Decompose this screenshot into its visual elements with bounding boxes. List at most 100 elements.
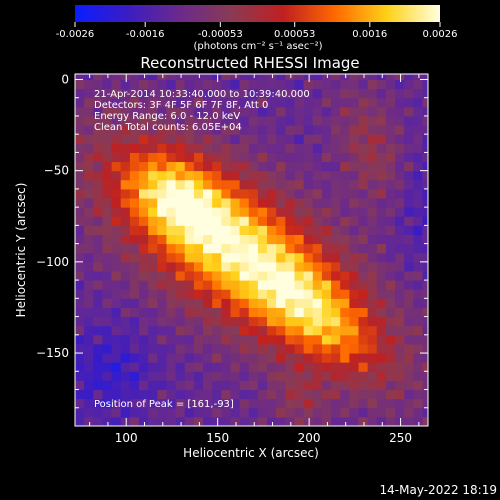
heatmap-cell bbox=[193, 289, 204, 299]
heatmap-cell bbox=[166, 134, 177, 144]
heatmap-cell bbox=[385, 407, 396, 418]
heatmap-cell bbox=[321, 307, 332, 318]
heatmap-cell bbox=[84, 298, 94, 308]
heatmap-cell bbox=[413, 125, 424, 135]
heatmap-cell bbox=[385, 380, 396, 391]
heatmap-cell bbox=[395, 280, 405, 290]
heatmap-cell bbox=[367, 280, 378, 290]
heatmap-cell bbox=[340, 216, 350, 226]
heatmap-cell bbox=[166, 270, 177, 281]
heatmap-cell bbox=[84, 243, 94, 254]
heatmap-cell bbox=[340, 88, 350, 99]
heatmap-cell bbox=[129, 79, 140, 90]
heatmap-cell bbox=[221, 243, 231, 254]
heatmap-cell bbox=[193, 252, 204, 263]
heatmap-cell bbox=[93, 270, 103, 281]
heatmap-cell bbox=[367, 88, 378, 99]
heatmap-cell bbox=[312, 79, 323, 90]
heatmap-cell bbox=[321, 207, 332, 217]
heatmap-cell bbox=[148, 334, 158, 345]
heatmap-cell bbox=[203, 325, 213, 336]
heatmap-cell bbox=[376, 125, 387, 135]
heatmap-cell bbox=[376, 97, 387, 108]
heatmap-cell bbox=[139, 170, 149, 181]
heatmap-cell bbox=[404, 88, 414, 99]
heatmap-cell bbox=[239, 252, 250, 263]
heatmap-cell bbox=[385, 88, 396, 99]
heatmap-cell bbox=[129, 407, 140, 418]
heatmap-cell bbox=[303, 74, 314, 80]
heatmap-cell bbox=[248, 252, 259, 263]
heatmap-cell bbox=[184, 225, 195, 235]
heatmap-cell bbox=[349, 343, 359, 354]
heatmap-cell bbox=[175, 225, 186, 235]
heatmap-cell bbox=[184, 343, 195, 354]
heatmap-cell bbox=[120, 188, 131, 199]
heatmap-cell bbox=[157, 307, 167, 318]
heatmap-cell bbox=[303, 216, 314, 226]
heatmap-cell bbox=[358, 307, 369, 318]
heatmap-cell bbox=[422, 74, 428, 80]
heatmap-cell bbox=[376, 407, 387, 418]
heatmap-cell bbox=[385, 325, 396, 336]
heatmap-cell bbox=[404, 152, 414, 163]
heatmap-cell bbox=[349, 289, 359, 299]
heatmap-cell bbox=[321, 106, 332, 117]
heatmap-cell bbox=[349, 198, 359, 208]
heatmap-cell bbox=[276, 398, 286, 409]
heatmap-cell bbox=[84, 389, 94, 400]
heatmap-cell bbox=[139, 270, 149, 281]
heatmap-cell bbox=[257, 298, 268, 308]
heatmap-cell bbox=[111, 398, 122, 409]
heatmap-cell bbox=[376, 161, 387, 172]
heatmap-cell bbox=[120, 115, 131, 126]
heatmap-cell bbox=[75, 280, 85, 290]
heatmap-cell bbox=[157, 225, 167, 235]
heatmap-cell bbox=[166, 389, 177, 400]
heatmap-cell bbox=[111, 280, 122, 290]
heatmap-cell bbox=[120, 143, 131, 153]
heatmap-cell bbox=[285, 298, 295, 308]
heatmap-cell bbox=[93, 380, 103, 391]
heatmap-cell bbox=[203, 389, 213, 400]
heatmap-cell bbox=[340, 179, 350, 190]
heatmap-cell bbox=[267, 407, 277, 418]
colorbar-ticks: -0.0026 -0.0016 -0.00053 0.00053 0.0016 0.002… bbox=[56, 22, 458, 40]
heatmap-cell bbox=[422, 307, 428, 318]
heatmap-cell bbox=[367, 243, 378, 254]
heatmap-cell bbox=[321, 74, 332, 80]
heatmap-cell bbox=[102, 334, 113, 345]
heatmap-cell bbox=[312, 170, 323, 181]
heatmap-cell bbox=[230, 307, 241, 318]
heatmap-cell bbox=[203, 362, 213, 372]
heatmap-cell bbox=[395, 179, 405, 190]
heatmap-cell bbox=[312, 243, 323, 254]
heatmap-cell bbox=[193, 407, 204, 418]
heatmap-cell bbox=[203, 307, 213, 318]
heatmap-cell bbox=[358, 198, 369, 208]
heatmap-cell bbox=[84, 234, 94, 245]
heatmap-cell bbox=[349, 362, 359, 372]
heatmap-cell bbox=[157, 280, 167, 290]
heatmap-cell bbox=[285, 216, 295, 226]
heatmap-cell bbox=[385, 106, 396, 117]
heatmap-cell bbox=[294, 106, 305, 117]
heatmap-cell bbox=[239, 362, 250, 372]
heatmap-cell bbox=[422, 234, 428, 245]
heatmap-cell bbox=[111, 416, 122, 426]
heatmap-cell bbox=[422, 325, 428, 336]
heatmap-cell bbox=[422, 398, 428, 409]
heatmap-cell bbox=[312, 407, 323, 418]
heatmap-cell bbox=[376, 307, 387, 318]
heatmap-cell bbox=[395, 234, 405, 245]
heatmap-cell bbox=[75, 371, 85, 381]
y-tick-label: −50 bbox=[44, 164, 69, 178]
heatmap-cell bbox=[184, 407, 195, 418]
heatmap-cell bbox=[111, 380, 122, 391]
heatmap-cell bbox=[75, 416, 85, 426]
heatmap-cell bbox=[385, 334, 396, 345]
heatmap-cell bbox=[166, 316, 177, 327]
heatmap-cell bbox=[75, 188, 85, 199]
heatmap-cell bbox=[285, 343, 295, 354]
heatmap-cell bbox=[221, 325, 231, 336]
